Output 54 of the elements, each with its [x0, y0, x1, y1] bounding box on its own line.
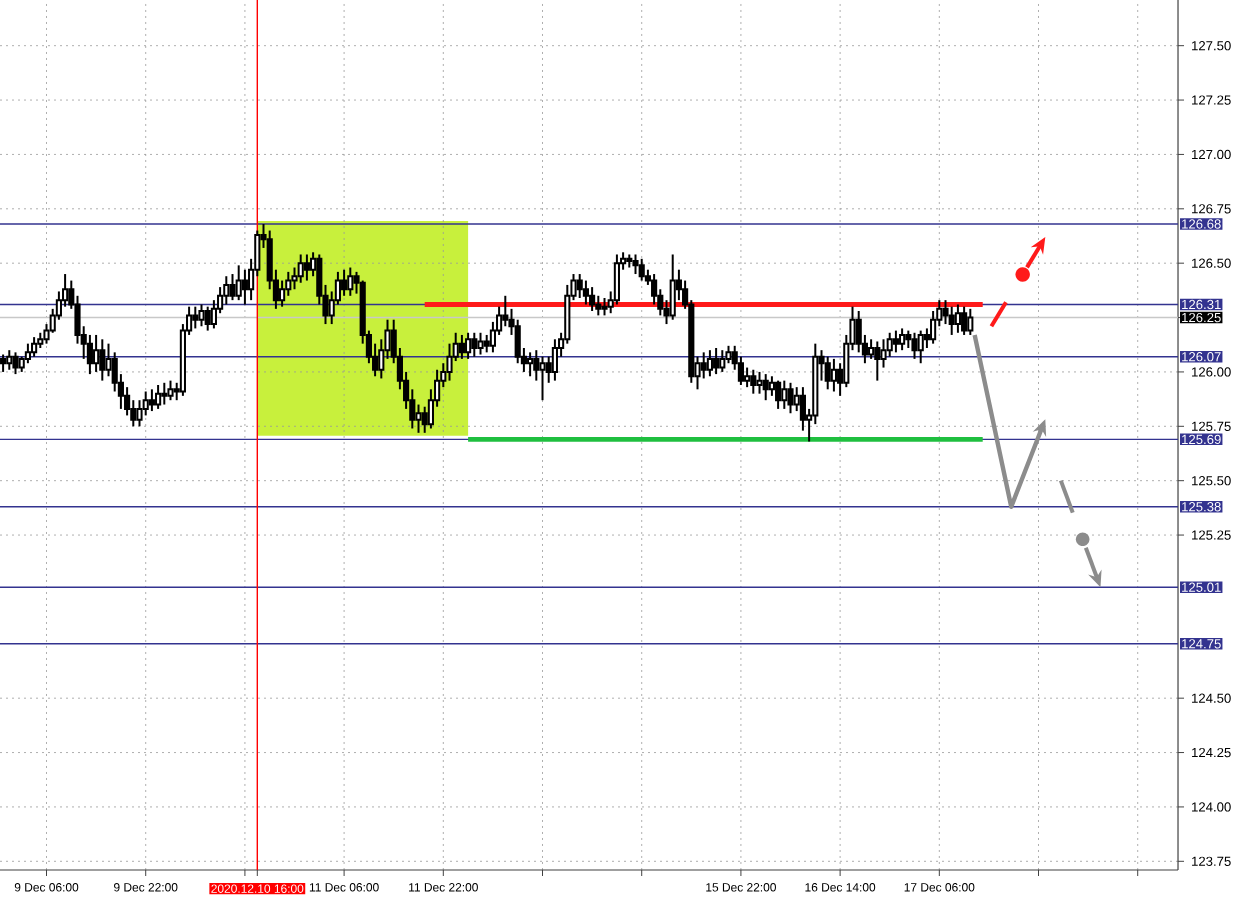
candlestick	[669, 253, 676, 321]
candlestick	[372, 342, 379, 378]
candlestick	[651, 273, 658, 306]
candlestick	[855, 310, 862, 354]
candlestick	[458, 333, 465, 360]
candlestick	[551, 338, 558, 382]
candlestick	[874, 340, 881, 382]
candlestick	[105, 342, 112, 378]
candlestick	[297, 253, 304, 284]
candlestick	[923, 327, 930, 349]
candlestick	[657, 288, 664, 317]
candlestick	[576, 273, 583, 299]
candlestick	[793, 386, 800, 413]
candlestick	[241, 268, 248, 306]
candlestick	[812, 342, 819, 426]
candlestick	[409, 388, 416, 430]
candlestick	[62, 273, 69, 308]
candlestick	[613, 253, 620, 306]
candlestick	[830, 357, 837, 393]
candlestick	[136, 399, 143, 428]
candlestick	[700, 351, 707, 380]
candlestick	[93, 333, 100, 373]
candlestick	[527, 351, 534, 378]
candlestick	[111, 351, 118, 393]
candlestick	[99, 338, 106, 382]
candlestick	[930, 310, 937, 345]
candlestick	[161, 381, 168, 406]
candlestick	[130, 399, 137, 428]
candlestick	[713, 347, 720, 376]
candlestick	[303, 253, 310, 282]
candlestick	[595, 294, 602, 317]
candlestick	[31, 336, 38, 358]
candlestick	[148, 388, 155, 413]
candlestick	[942, 299, 949, 326]
candlestick	[564, 283, 571, 345]
candlestick	[899, 327, 906, 352]
candlestick	[223, 275, 230, 306]
candlestick	[6, 349, 13, 371]
candlestick	[341, 268, 348, 297]
candlestick	[632, 253, 639, 276]
candlestick	[446, 342, 453, 382]
candlestick	[285, 270, 292, 297]
candlestick	[489, 320, 496, 354]
candlestick	[589, 286, 596, 313]
candlestick	[502, 294, 509, 328]
candlestick	[378, 338, 385, 380]
candlestick	[74, 294, 81, 345]
candlestick	[762, 373, 769, 402]
candlestick	[124, 386, 131, 417]
candlestick	[601, 296, 608, 317]
candlestick	[768, 375, 775, 397]
candlestick	[86, 333, 93, 376]
candlestick	[706, 349, 713, 378]
candlestick	[756, 370, 763, 395]
